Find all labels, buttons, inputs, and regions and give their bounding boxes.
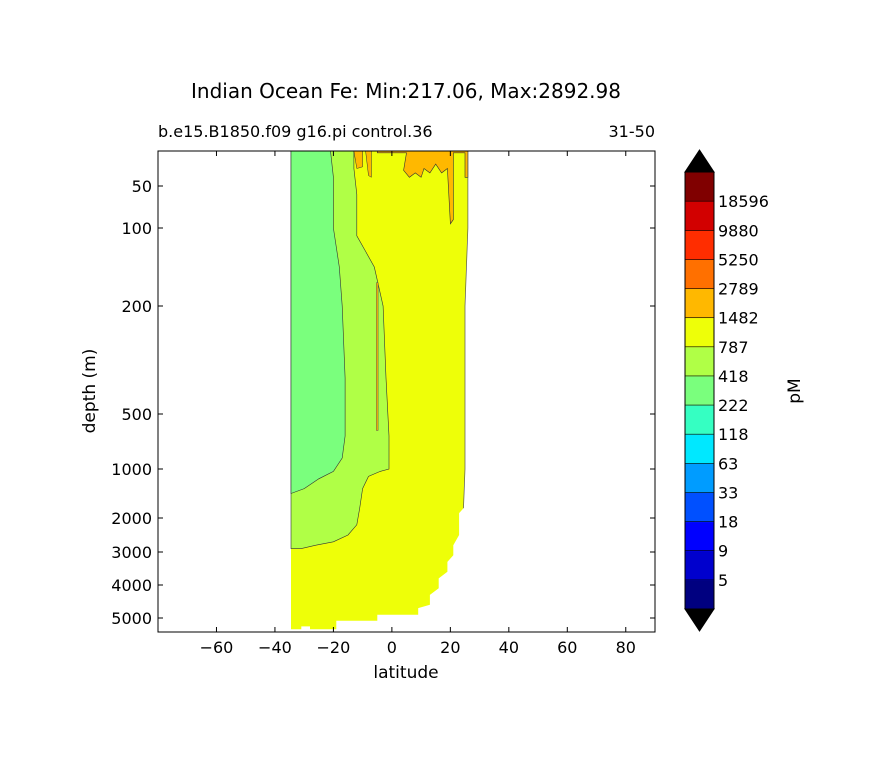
- x-tick-label: 80: [616, 638, 636, 657]
- y-tick-label: 5000: [111, 609, 152, 628]
- y-axis-label: depth (m): [80, 349, 100, 434]
- contour-lines: [463, 151, 469, 509]
- plot-frame: [157, 150, 656, 633]
- colorbar-tick-label: 5250: [718, 250, 759, 269]
- colorbar-tick-label: 63: [718, 454, 738, 473]
- y-tick-label: 4000: [111, 576, 152, 595]
- x-axis-ticks: −60 −40 −20 0 20 40 60 80: [200, 151, 636, 657]
- colorbar-swatch: [685, 172, 714, 202]
- y-tick-label: 1000: [111, 460, 152, 479]
- y-tick-label: 100: [121, 219, 152, 238]
- colorbar-swatch: [685, 550, 714, 581]
- x-tick-label: 0: [387, 638, 397, 657]
- colorbar-tick-label: 118: [718, 425, 749, 444]
- contour-edge-line: [463, 151, 469, 509]
- colorbar-tick-label: 33: [718, 483, 738, 502]
- colorbar-tick-label: 2789: [718, 280, 759, 299]
- chart-title: Indian Ocean Fe: Min:217.06, Max:2892.98: [191, 79, 621, 103]
- colorbar-extend-top: [684, 149, 715, 173]
- colorbar: 5 9 18 33 63 118 222 418 787 1482 2789 5250 9880 1859…: [684, 149, 769, 632]
- colorbar-tick-label: 418: [718, 367, 749, 386]
- colorbar-swatch: [685, 463, 714, 493]
- colorbar-frame: [684, 171, 715, 610]
- colorbar-swatch: [685, 434, 714, 464]
- colorbar-tick-label: 1482: [718, 309, 759, 328]
- contour-band-418-787: [290, 150, 346, 494]
- x-tick-label: −60: [200, 638, 234, 657]
- colorbar-swatch: [685, 201, 714, 231]
- chart-subtitle-left: b.e15.B1850.f09 g16.pi control.36: [158, 122, 433, 141]
- colorbar-tick-label: 18: [718, 513, 738, 532]
- colorbar-tick-label: 222: [718, 396, 749, 415]
- colorbar-tick-label: 787: [718, 338, 749, 357]
- y-axis-ticks: 50 100 200 500 1000 2000 3000 4000 5000: [111, 177, 655, 628]
- colorbar-swatch: [685, 346, 714, 377]
- colorbar-tick-label: 18596: [718, 192, 769, 211]
- colorbar-swatch: [685, 230, 714, 260]
- chart-subtitle-right: 31-50: [609, 122, 656, 141]
- colorbar-swatch: [685, 259, 714, 290]
- x-tick-label: −20: [317, 638, 351, 657]
- colorbar-label: pM: [785, 378, 805, 403]
- colorbar-swatch: [685, 288, 714, 319]
- colorbar-tick-label: 9: [718, 542, 728, 561]
- plot-area: −60 −40 −20 0 20 40 60 80 50 100 200 500 1000 2000 30…: [111, 150, 656, 657]
- x-tick-label: 40: [499, 638, 519, 657]
- colorbar-extend-bottom: [684, 608, 715, 632]
- colorbar-swatch: [685, 579, 714, 610]
- y-tick-label: 200: [121, 297, 152, 316]
- y-tick-label: 3000: [111, 543, 152, 562]
- colorbar-tick-label: 9880: [718, 221, 759, 240]
- y-tick-label: 50: [132, 177, 152, 196]
- colorbar-swatch: [685, 317, 714, 348]
- colorbar-swatch: [685, 521, 714, 552]
- colorbar-swatch: [685, 492, 714, 523]
- x-tick-label: 60: [557, 638, 577, 657]
- x-tick-label: −40: [258, 638, 292, 657]
- x-axis-label: latitude: [373, 663, 438, 683]
- colorbar-tick-label: 5: [718, 571, 728, 590]
- y-tick-label: 2000: [111, 509, 152, 528]
- contour-band-2789-5250: [376, 150, 469, 225]
- contour-fills: [290, 150, 469, 630]
- contour-streak: [376, 282, 379, 431]
- colorbar-swatch: [685, 405, 714, 435]
- colorbar-swatch: [685, 375, 714, 406]
- x-tick-label: 20: [440, 638, 460, 657]
- y-tick-label: 500: [121, 405, 152, 424]
